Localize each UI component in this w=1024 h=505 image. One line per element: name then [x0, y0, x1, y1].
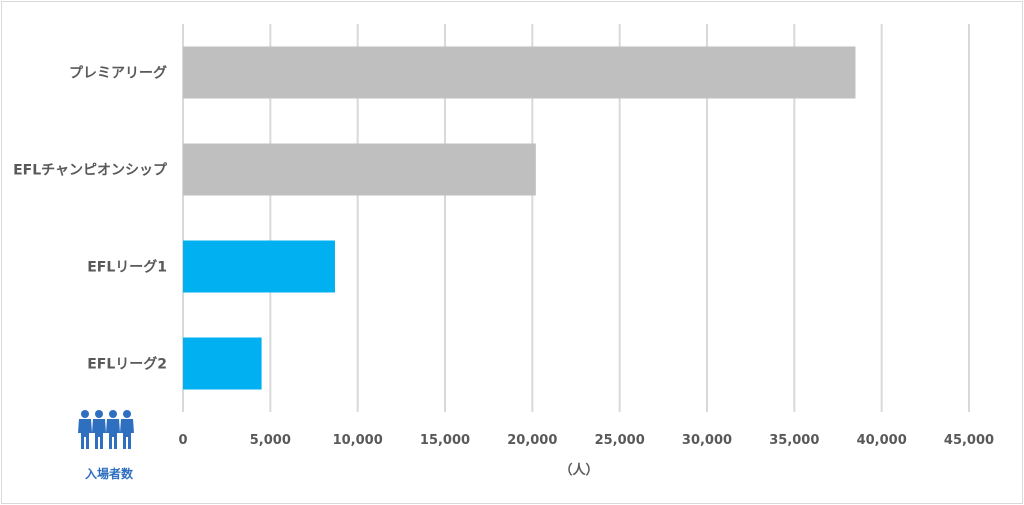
x-axis-unit: （人）	[559, 462, 598, 478]
x-tick-label: 45,000	[944, 433, 994, 448]
bar	[183, 143, 536, 196]
x-tick-label: 25,000	[595, 433, 645, 448]
category-label: EFLリーグ1	[87, 259, 167, 276]
category-label: プレミアリーグ	[69, 65, 167, 82]
x-tick-label: 5,000	[250, 433, 291, 448]
x-tick-label: 15,000	[420, 433, 470, 448]
x-tick-label: 0	[178, 433, 187, 448]
people-icon-label: 入場者数	[84, 467, 133, 481]
x-tick-label: 35,000	[769, 433, 819, 448]
bar	[183, 46, 856, 99]
x-tick-label: 20,000	[507, 433, 557, 448]
bar	[183, 240, 335, 293]
bars	[183, 46, 856, 390]
x-tick-label: 10,000	[333, 433, 383, 448]
bar	[183, 337, 262, 390]
category-label: EFLリーグ2	[87, 356, 167, 373]
category-labels: プレミアリーグ EFLチャンピオンシップ EFLリーグ1 EFLリーグ2	[13, 65, 168, 373]
category-label: EFLチャンピオンシップ	[13, 163, 168, 179]
x-tick-labels: 0 5,000 10,000 15,000 20,000 25,000 30,000 35,0…	[178, 433, 994, 448]
people-icon	[78, 410, 134, 449]
x-tick-label: 30,000	[682, 433, 732, 448]
x-tick-label: 40,000	[857, 433, 907, 448]
